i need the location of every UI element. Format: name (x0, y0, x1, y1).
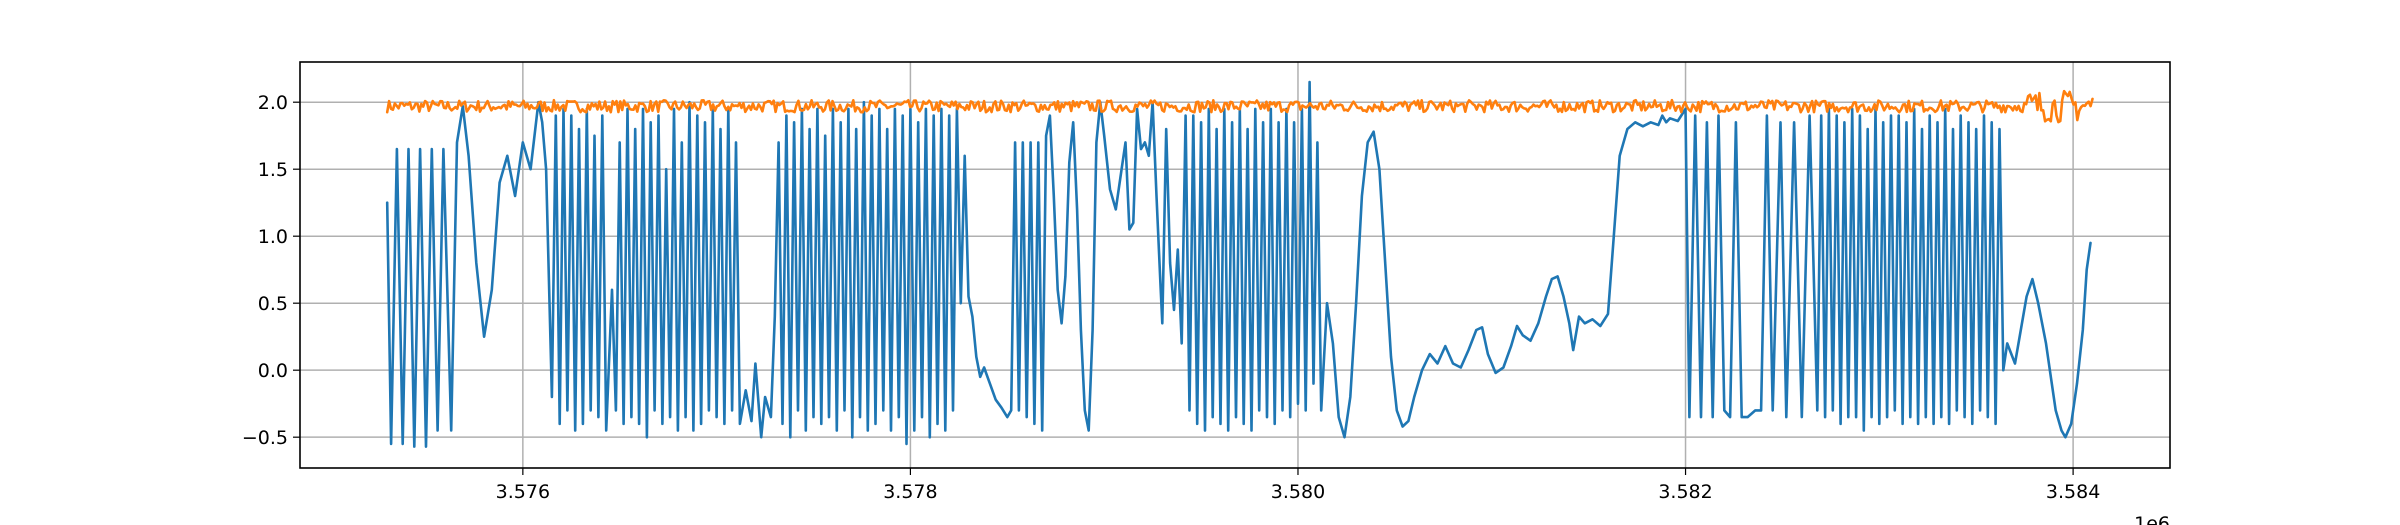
x-tick-label: 3.584 (2046, 481, 2100, 503)
y-tick-label: −0.5 (242, 427, 288, 449)
ticks: 3.576 3.578 3.580 3.582 3.584 −0.5 0.0 0.5 1.0 1.… (242, 92, 2100, 503)
y-tick-label: 1.0 (258, 226, 288, 248)
x-tick-label: 3.578 (883, 481, 937, 503)
x-tick-label: 3.582 (1658, 481, 1712, 503)
axes-frame (299, 61, 2171, 469)
series-line-1 (385, 80, 2092, 448)
y-tick-label: 1.5 (258, 159, 288, 181)
series-group (385, 80, 2094, 448)
x-offset-label: 1e6 (2134, 513, 2170, 525)
series-line-2 (385, 89, 2094, 124)
x-tick-label: 3.580 (1271, 481, 1325, 503)
x-tick-label: 3.576 (496, 481, 550, 503)
y-tick-label: 0.5 (258, 293, 288, 315)
y-tick-label: 2.0 (258, 92, 288, 114)
y-tick-label: 0.0 (258, 360, 288, 382)
